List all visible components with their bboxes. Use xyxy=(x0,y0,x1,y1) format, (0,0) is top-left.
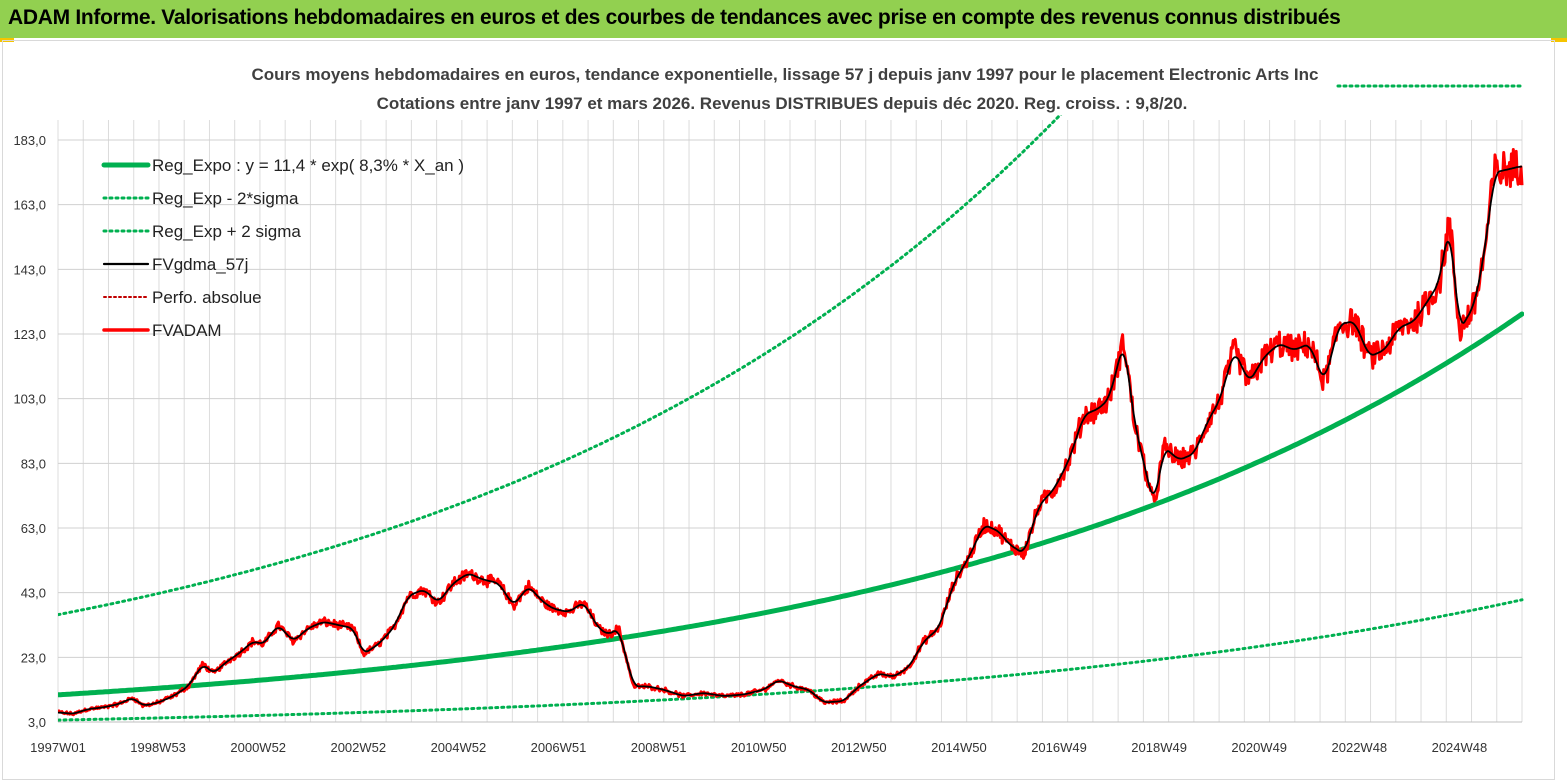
legend-label-4: Perfo. absolue xyxy=(152,288,262,307)
x-tick-label: 2004W52 xyxy=(431,740,487,755)
x-tick-label: 2012W50 xyxy=(831,740,887,755)
x-tick-label: 1997W01 xyxy=(30,740,86,755)
y-tick-label: 103,0 xyxy=(13,392,46,407)
x-tick-label: 2014W50 xyxy=(931,740,987,755)
series-line-0 xyxy=(58,311,1524,698)
x-tick-label: 2022W48 xyxy=(1332,740,1388,755)
x-tick-label: 2002W52 xyxy=(330,740,386,755)
series-line-3 xyxy=(58,165,1523,715)
y-tick-label: 83,0 xyxy=(21,456,46,471)
y-tick-label: 183,0 xyxy=(13,133,46,148)
chart-subtitle-line-2: Cotations entre janv 1997 et mars 2026. … xyxy=(377,94,1188,113)
y-tick-label: 43,0 xyxy=(21,586,46,601)
y-tick-label: 3,0 xyxy=(28,715,46,730)
legend-label-2: Reg_Exp + 2 sigma xyxy=(152,222,301,241)
legend-label-0: Reg_Expo : y = 11,4 * exp( 8,3% * X_an ) xyxy=(152,156,464,175)
x-tick-label: 2006W51 xyxy=(531,740,587,755)
x-tick-label: 2008W51 xyxy=(631,740,687,755)
y-tick-label: 123,0 xyxy=(13,327,46,342)
legend-label-3: FVgdma_57j xyxy=(152,255,248,274)
x-tick-label: 2020W49 xyxy=(1231,740,1287,755)
y-tick-label: 143,0 xyxy=(13,262,46,277)
accent-bar-right xyxy=(1551,38,1567,42)
y-tick-label: 23,0 xyxy=(21,650,46,665)
y-axis-labels: 3,0 23,0 43,0 63,0 83,0 103,0 123,0 143,0 163,0 1… xyxy=(13,133,46,730)
plot-area xyxy=(58,115,1524,722)
report-title: ADAM Informe. Valorisations hebdomadaire… xyxy=(8,6,1341,29)
x-tick-label: 2018W49 xyxy=(1131,740,1187,755)
series-line-2 xyxy=(58,115,1063,617)
chart-legend: Reg_Expo : y = 11,4 * exp( 8,3% * X_an )… xyxy=(101,156,464,340)
y-tick-label: 163,0 xyxy=(13,198,46,213)
plot-grid xyxy=(57,120,1523,723)
x-tick-label: 2000W52 xyxy=(230,740,286,755)
legend-label-5: FVADAM xyxy=(152,321,222,340)
x-tick-label: 2024W48 xyxy=(1432,740,1488,755)
series-line-1 xyxy=(58,598,1524,722)
chart-subtitle-line-1: Cours moyens hebdomadaires en euros, ten… xyxy=(252,65,1319,84)
x-tick-label: 2016W49 xyxy=(1031,740,1087,755)
report-banner: ADAM Informe. Valorisations hebdomadaire… xyxy=(0,0,1567,38)
y-tick-label: 63,0 xyxy=(21,521,46,536)
chart-frame xyxy=(2,40,1555,780)
x-tick-label: 2010W50 xyxy=(731,740,787,755)
x-tick-label: 1998W53 xyxy=(130,740,186,755)
legend-label-1: Reg_Exp - 2*sigma xyxy=(152,189,299,208)
x-axis-labels: 1997W01 1998W53 2000W52 2002W52 2004W52 2006W… xyxy=(30,740,1487,755)
